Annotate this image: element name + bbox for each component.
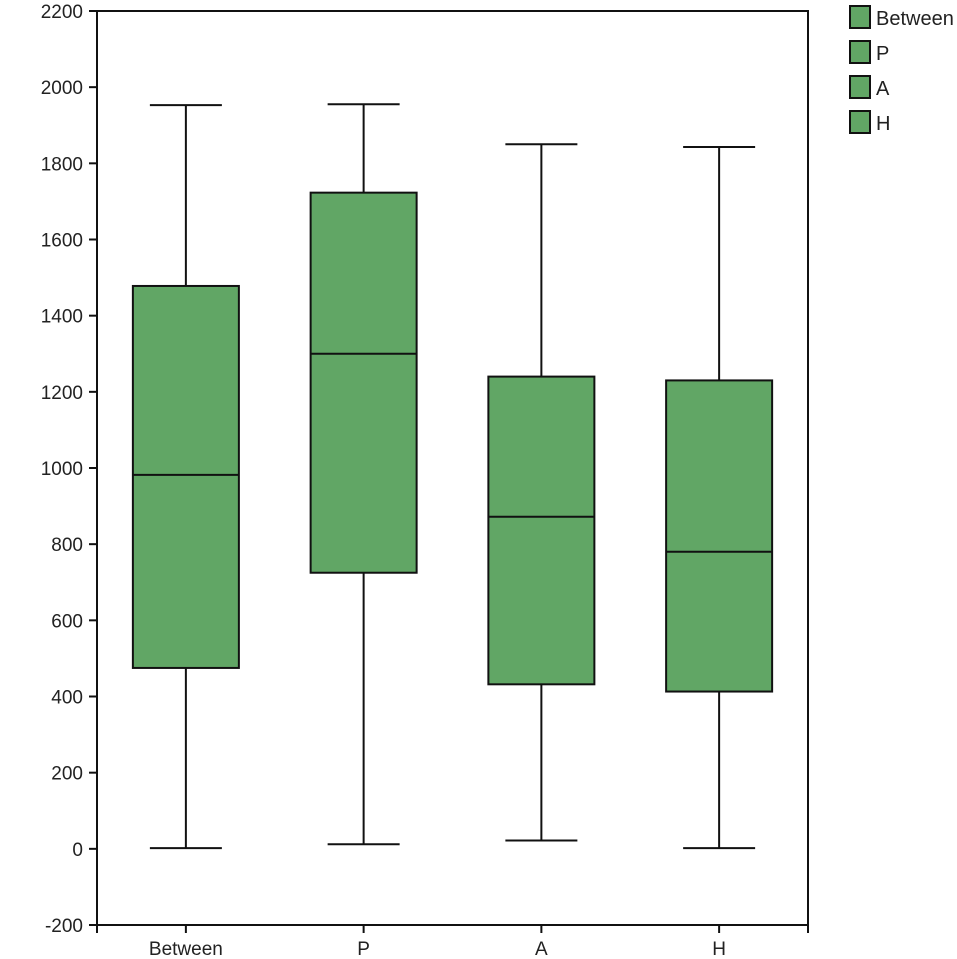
y-tick-label: 800	[51, 535, 83, 556]
legend-swatch	[849, 110, 871, 134]
box-between	[131, 104, 240, 850]
y-axis: -200 0 200 400 600 800 1000 1200 1400 1600 1800 200…	[41, 2, 97, 937]
legend-label: P	[876, 43, 889, 65]
legend-swatch	[849, 5, 871, 29]
y-tick-label: 1400	[41, 307, 83, 328]
x-tick-label-p: P	[357, 939, 370, 959]
y-tick-label: 1600	[41, 231, 83, 252]
y-tick-label: 1200	[41, 383, 83, 404]
boxes	[131, 103, 774, 850]
y-tick-label: 1000	[41, 459, 83, 480]
y-tick-label: 600	[51, 611, 83, 632]
legend-label: Between	[876, 8, 954, 30]
iqr-box	[665, 379, 774, 693]
iqr-box	[309, 191, 418, 574]
iqr-box	[131, 284, 240, 669]
legend-swatch	[849, 40, 871, 64]
legend-label: A	[876, 78, 890, 100]
x-tick-label-h: H	[712, 939, 726, 959]
legend-swatch	[849, 75, 871, 99]
x-tick-label-a: A	[535, 939, 548, 959]
y-tick-label: 2200	[41, 2, 83, 23]
iqr-box	[487, 375, 596, 686]
y-tick-label: 200	[51, 764, 83, 785]
x-tick-label-between: Between	[149, 939, 223, 959]
box-p	[309, 103, 418, 846]
box-h	[665, 145, 774, 850]
y-tick-label: 2000	[41, 78, 83, 99]
y-tick-label: -200	[45, 916, 83, 937]
legend-item-a: A	[849, 75, 890, 100]
y-tick-label: 400	[51, 688, 83, 709]
legend-item-between: Between	[849, 5, 954, 30]
x-axis: Between P A H	[96, 925, 809, 959]
legend-label: H	[876, 113, 890, 135]
legend-item-p: P	[849, 40, 889, 65]
legend: Between PAH	[849, 5, 954, 135]
y-tick-label: 1800	[41, 154, 83, 175]
legend-item-h: H	[849, 110, 890, 135]
y-tick-label: 0	[72, 840, 83, 861]
box-a	[487, 143, 596, 842]
